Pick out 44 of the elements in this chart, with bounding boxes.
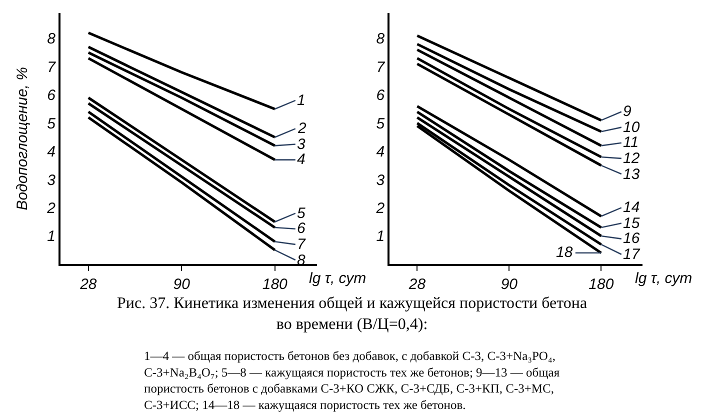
y-tick-label: 8 (47, 30, 56, 48)
series-label: 3 (297, 136, 306, 153)
x-axis-title: lg τ, сут (309, 270, 366, 287)
series-label: 7 (297, 236, 306, 253)
series-label: 2 (297, 120, 307, 137)
y-tick-label: 4 (47, 144, 56, 161)
series-label: 16 (623, 230, 640, 247)
series-label: 14 (623, 199, 640, 216)
y-tick-label: 1 (47, 228, 56, 246)
y-tick-label: 6 (376, 87, 386, 104)
series-label: 12 (623, 150, 640, 167)
series-label: 5 (297, 205, 306, 222)
x-tick-label: 180 (588, 276, 614, 294)
text: 1—4 — общая пористость бетонов без добавок, с добавкой С-3, С-3+Na₃PO₄, С-3+Na₂B₄O₇; 5—8 — кажущаяся пористость тех же бетонов; 9—13 — общая пористость бетонов с добавками С-3+КО СЖК, С-3+СДБ, С-3+КП, С-3+МС, С-3+ИСС; 14—18 — кажущаяся пористость тех же бетонов. (144, 349, 560, 412)
y-tick-label: 5 (376, 115, 386, 132)
y-tick-label: 3 (376, 172, 386, 189)
y-tick-label: 2 (46, 200, 56, 218)
x-tick-label: 180 (262, 276, 288, 294)
x-tick-label: 90 (173, 276, 191, 294)
series-label: 13 (623, 166, 640, 183)
series-label: 4 (297, 151, 306, 168)
y-tick-label: 8 (376, 30, 386, 48)
x-tick-label: 28 (79, 276, 98, 294)
x-tick-label: 90 (500, 276, 518, 294)
series-label: 11 (623, 134, 639, 151)
series-label: 6 (297, 220, 306, 237)
x-axis-title: lg τ, сут (635, 270, 692, 287)
y-tick-label: 7 (376, 58, 386, 76)
y-tick-label: 1 (376, 228, 385, 246)
series-label: 17 (623, 246, 640, 263)
series-label: 18 (556, 244, 574, 261)
text: Рис. 37. Кинетика изменения общей и кажущейся пористости бетона во времени (В/Ц=0,4): (117, 295, 588, 333)
y-tick-label: 5 (47, 115, 56, 132)
series-label: 15 (623, 215, 640, 232)
series-label: 9 (623, 103, 632, 120)
series-label: 1 (297, 92, 306, 109)
y-tick-label: 4 (376, 144, 385, 161)
series-label: 10 (623, 119, 640, 136)
y-tick-label: 3 (47, 172, 56, 189)
y-tick-label: 2 (375, 200, 386, 218)
y-axis-title: Водопоглощение, % (14, 66, 31, 210)
y-tick-label: 6 (47, 87, 56, 104)
y-tick-label: 7 (47, 58, 56, 76)
x-tick-label: 28 (408, 276, 426, 294)
